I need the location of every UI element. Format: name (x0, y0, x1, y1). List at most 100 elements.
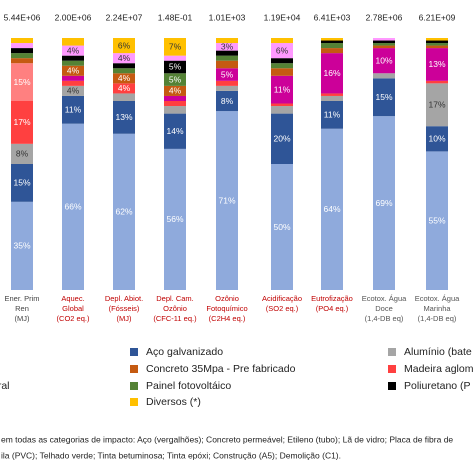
data-label: 15% (13, 77, 30, 87)
bar-segment (113, 101, 135, 134)
bar-segment (321, 40, 343, 44)
bar-segment (216, 85, 238, 91)
bar-segment (164, 148, 186, 290)
bar-segment (373, 40, 395, 44)
bar-segment (216, 111, 238, 290)
bar-segment (11, 58, 33, 64)
data-label: 8% (221, 96, 234, 106)
bar-segment (62, 38, 84, 46)
bar-segment (113, 38, 135, 54)
bar-segment (62, 95, 84, 124)
data-label: 5% (169, 74, 182, 84)
bar-segment (271, 68, 293, 76)
x-tick-label: Fotoquímico (206, 304, 247, 313)
bar-segment (164, 106, 186, 114)
data-label: 20% (273, 134, 290, 144)
bar-segment (62, 85, 84, 96)
data-label: 71% (218, 195, 235, 205)
x-tick-label: Depl. Cam. (156, 294, 194, 303)
total-label: 5.44E+06 (4, 12, 41, 22)
bar-segment (373, 45, 395, 49)
legend-label: ural (0, 380, 10, 392)
bar-segment (113, 53, 135, 64)
bar-segment (216, 90, 238, 112)
data-label: 10% (428, 134, 445, 144)
bar-segment (113, 93, 135, 101)
x-tick-label: (MJ) (15, 314, 30, 323)
bar-segment (426, 45, 448, 49)
bar-segment (62, 75, 84, 81)
x-tick-label: Ren (15, 304, 29, 313)
total-label: 2.24E+07 (106, 12, 143, 22)
bar-segment (164, 95, 186, 101)
bar-segment (216, 43, 238, 51)
bar-segment (271, 38, 293, 44)
bar-segment (164, 101, 186, 107)
bar-segment (321, 38, 343, 41)
data-label: 35% (13, 241, 30, 251)
data-label: 64% (323, 204, 340, 214)
data-label: 56% (166, 214, 183, 224)
x-tick-label: (PO4 eq.) (316, 304, 349, 313)
bar-segment (373, 48, 395, 74)
bar-segment (62, 80, 84, 86)
legend-swatch (130, 365, 138, 373)
data-label: 5% (169, 62, 182, 72)
bar-segment (11, 43, 33, 49)
x-tick-label: Ecotox. Água (362, 294, 407, 303)
bar-segment (113, 73, 135, 84)
bar-segment (373, 38, 395, 41)
x-tick-label: Aquec. (61, 294, 84, 303)
data-label: 16% (323, 68, 340, 78)
data-label: 14% (166, 126, 183, 136)
bar-segment (426, 40, 448, 44)
footnote: em todas as categorias de impacto: Aço (… (1, 434, 453, 444)
data-label: 10% (375, 55, 392, 65)
bar-segment (164, 85, 186, 96)
bar-segment (271, 103, 293, 107)
bar-segment (62, 60, 84, 66)
bar-segment (373, 43, 395, 46)
bar-segment (373, 73, 395, 79)
x-tick-label: (MJ) (117, 314, 132, 323)
bar-segment (11, 38, 33, 44)
legend-swatch (130, 398, 138, 406)
data-label: 15% (13, 178, 30, 188)
bar-segment (271, 113, 293, 164)
data-label: 4% (118, 53, 131, 63)
bar-segment (426, 80, 448, 84)
data-label: 50% (273, 222, 290, 232)
bar-segment (321, 48, 343, 54)
bar-segment (164, 73, 186, 86)
bar-segment (321, 128, 343, 290)
x-tick-label: Acidificação (262, 294, 302, 303)
bar-segment (321, 43, 343, 49)
bar-segment (164, 38, 186, 56)
legend-label: Painel fotovoltáico (146, 380, 231, 392)
x-tick-label: (SO2 eq.) (266, 304, 299, 313)
x-tick-label: Global (62, 304, 84, 313)
total-label: 2.78E+06 (366, 12, 403, 22)
total-label: 1.01E+03 (209, 12, 246, 22)
data-label: 6% (118, 40, 131, 50)
x-tick-label: Eutrofização (311, 294, 353, 303)
legend-label: Poliuretano (P (404, 380, 471, 392)
bar-segment (62, 45, 84, 56)
bar-segment (373, 116, 395, 291)
x-tick-label: (1,4-DB eq) (365, 314, 404, 323)
bar-segment (113, 63, 135, 69)
legend-label: Concreto 35Mpa - Pre fabricado (146, 363, 296, 375)
data-label: 4% (67, 45, 80, 55)
bar-segment (164, 55, 186, 61)
legend-label: Alumínio (bate (404, 346, 472, 358)
x-tick-label: Doce (375, 304, 393, 313)
data-label: 11% (324, 110, 341, 120)
data-label: 7% (169, 42, 182, 52)
bar-segment (216, 60, 238, 69)
total-label: 2.00E+06 (55, 12, 92, 22)
bar-segment (113, 133, 135, 290)
data-label: 3% (221, 42, 234, 52)
bar-segment (321, 93, 343, 96)
bar-segment (321, 53, 343, 94)
x-tick-label: Marinha (423, 304, 451, 313)
